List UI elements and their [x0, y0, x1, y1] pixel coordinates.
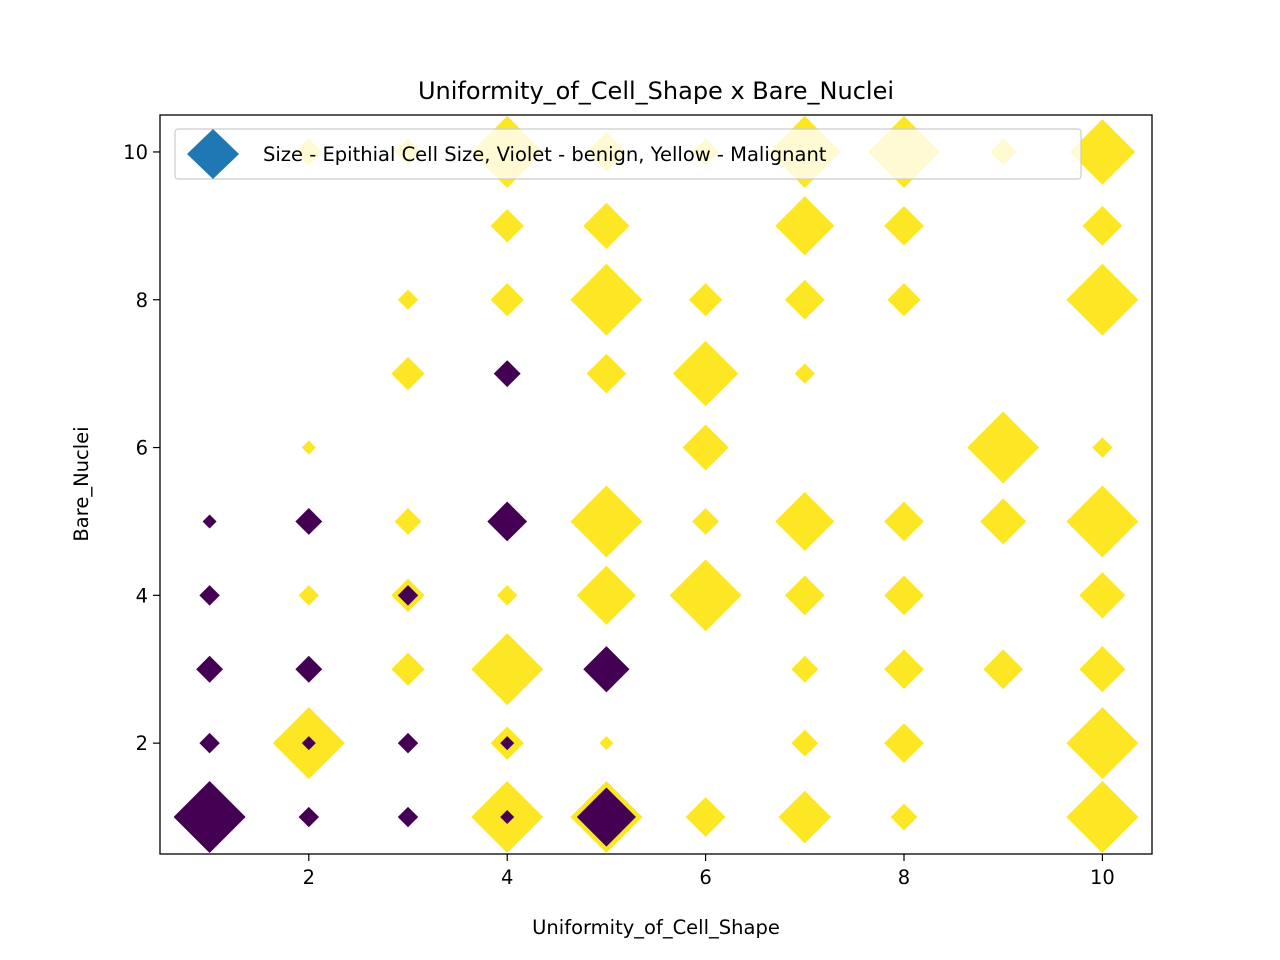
data-point: [791, 655, 819, 683]
data-point: [669, 559, 742, 632]
data-point: [980, 498, 1027, 545]
data-point: [500, 810, 515, 825]
data-point: [884, 723, 924, 764]
data-point: [1066, 263, 1139, 336]
data-point: [692, 508, 720, 535]
data-point: [967, 411, 1040, 484]
x-tick-label: 2: [303, 866, 315, 889]
data-point: [794, 363, 816, 384]
data-point: [887, 283, 921, 317]
data-point: [583, 202, 630, 249]
data-point: [394, 508, 422, 535]
data-point: [295, 508, 323, 535]
data-point: [688, 283, 723, 317]
y-axis-label: Bare_Nuclei: [70, 426, 93, 541]
data-point: [682, 424, 729, 471]
data-point: [391, 356, 425, 391]
data-point: [884, 501, 924, 542]
legend: Size - Epithial Cell Size, Violet - beni…: [174, 128, 1082, 180]
data-point: [576, 787, 636, 847]
chart-title: Uniformity_of_Cell_Shape x Bare_Nuclei: [418, 77, 894, 105]
data-point: [791, 729, 819, 757]
data-point: [397, 806, 419, 828]
legend-box: [174, 128, 1082, 180]
x-tick-label: 10: [1090, 866, 1115, 889]
x-tick-label: 8: [898, 866, 910, 889]
data-point: [983, 649, 1024, 690]
y-tick-label: 2: [136, 732, 148, 755]
data-point: [487, 501, 528, 542]
data-point: [884, 649, 924, 690]
data-point: [775, 196, 835, 256]
data-point: [1069, 119, 1136, 185]
data-point: [685, 797, 726, 837]
data-point: [599, 736, 614, 751]
data-point: [298, 585, 320, 606]
data-point: [1079, 572, 1126, 619]
data-point: [775, 491, 835, 552]
x-tick-label: 6: [699, 866, 711, 889]
data-point: [471, 633, 544, 706]
data-point: [301, 440, 316, 455]
data-point: [570, 485, 643, 558]
data-point: [890, 803, 918, 831]
legend-marker-diamond-icon: [187, 129, 239, 179]
data-point: [583, 646, 630, 693]
y-tick-label: 8: [136, 289, 148, 312]
data-point: [173, 781, 246, 854]
data-point: [490, 209, 524, 243]
data-point: [496, 585, 518, 606]
data-point: [490, 283, 524, 317]
data-point: [672, 340, 739, 407]
x-axis-label: Uniformity_of_Cell_Shape: [532, 916, 780, 939]
data-point: [1066, 781, 1139, 854]
data-point: [784, 575, 825, 616]
data-point: [884, 205, 924, 246]
legend-label: Size - Epithial Cell Size, Violet - beni…: [263, 143, 827, 166]
data-point: [493, 360, 521, 388]
data-point: [202, 514, 217, 529]
y-tick-label: 10: [123, 141, 148, 164]
data-point: [397, 585, 419, 606]
data-point: [397, 732, 419, 754]
data-point: [784, 279, 825, 320]
data-point: [301, 736, 316, 751]
data-point: [500, 736, 515, 751]
data-point: [295, 655, 323, 683]
data-point: [1079, 646, 1126, 693]
data-point: [576, 565, 636, 625]
data-point: [391, 652, 425, 686]
data-point: [586, 353, 627, 394]
data-point: [298, 806, 320, 828]
data-point: [1092, 437, 1113, 458]
data-point: [397, 289, 419, 310]
data-point: [199, 585, 220, 606]
axes-frame: [159, 114, 1153, 855]
data-point: [1082, 205, 1123, 246]
y-tick-label: 4: [136, 584, 148, 607]
data-point: [196, 655, 224, 683]
data-point: [199, 732, 220, 754]
data-point: [1066, 707, 1139, 780]
data-point: [570, 263, 643, 336]
data-point: [1066, 485, 1139, 558]
data-point: [884, 575, 924, 616]
x-tick-label: 4: [501, 866, 513, 889]
data-point: [778, 790, 832, 844]
y-tick-label: 6: [136, 437, 148, 460]
